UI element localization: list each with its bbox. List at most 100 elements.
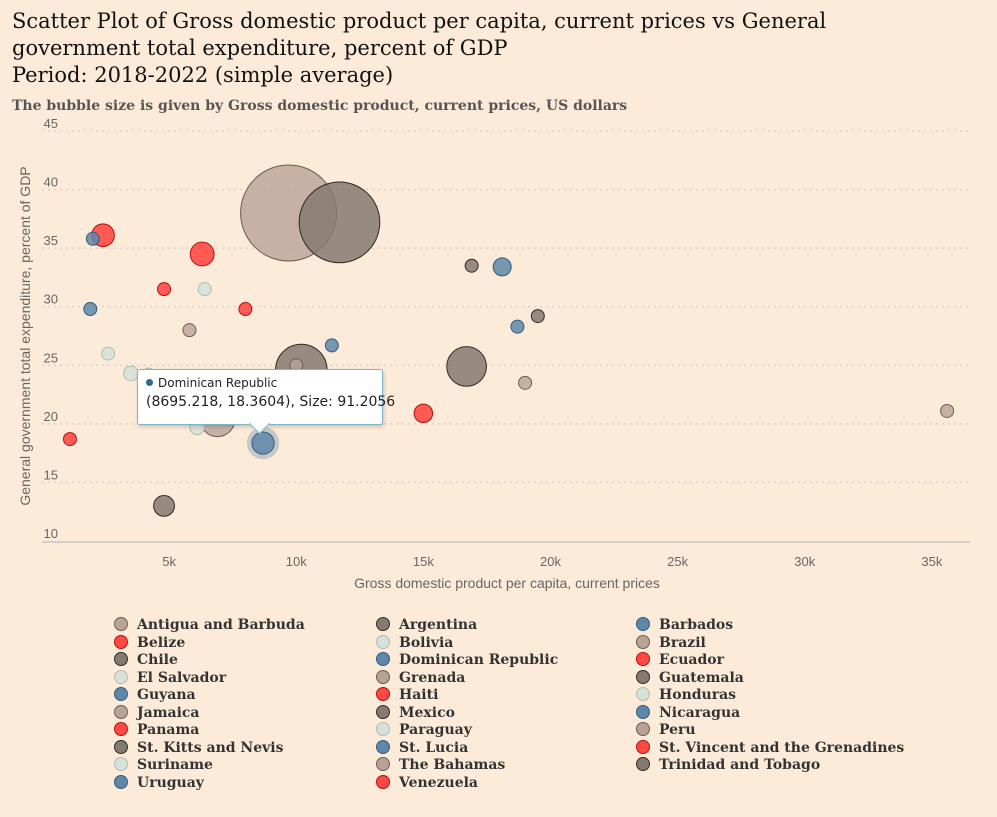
legend-item-paraguay[interactable]: Paraguay — [376, 722, 472, 740]
x-tick-20000: 20k — [540, 554, 561, 569]
legend-item-honduras[interactable]: Honduras — [636, 687, 736, 705]
legend-label: Panama — [137, 722, 200, 738]
legend-item-st-lucia[interactable]: St. Lucia — [376, 739, 469, 758]
legend-swatch — [376, 757, 390, 771]
legend-label: Argentina — [399, 617, 478, 633]
legend-item-haiti[interactable]: Haiti — [376, 687, 438, 705]
legend-label: Antigua and Barbuda — [137, 617, 305, 633]
bubble-jamaica[interactable] — [182, 323, 197, 338]
x-tick-labels: 5k 10k 15k 20k 25k 30k 35k — [162, 554, 943, 569]
legend-item-st-vincent-and-the-grenadines[interactable]: St. Vincent and the Grenadines — [636, 739, 905, 758]
bubble-panama[interactable] — [413, 403, 434, 424]
x-tick-30000: 30k — [794, 554, 815, 569]
legend-item-argentina[interactable]: Argentina — [376, 617, 477, 635]
bubble-guyana[interactable] — [83, 302, 98, 317]
x-tick-25000: 25k — [667, 554, 688, 569]
legend-item-suriname[interactable]: Suriname — [114, 757, 213, 775]
legend-item-nicaragua[interactable]: Nicaragua — [636, 704, 740, 723]
legend-swatch — [376, 722, 390, 736]
legend-item-panama[interactable]: Panama — [114, 722, 199, 740]
legend-item-jamaica[interactable]: Jamaica — [114, 704, 200, 723]
bubble-haiti[interactable] — [62, 432, 77, 447]
legend-label: Uruguay — [137, 774, 204, 791]
bubble-suriname[interactable] — [197, 282, 212, 297]
legend-item-chile[interactable]: Chile — [114, 652, 178, 670]
y-axis-label: General government total expenditure, pe… — [17, 166, 33, 505]
legend-swatch — [114, 669, 128, 684]
bubble-barbados[interactable] — [510, 319, 525, 334]
legend-label: Venezuela — [399, 774, 478, 791]
legend-label: Brazil — [659, 634, 706, 651]
legend-label: The Bahamas — [399, 757, 506, 773]
legend-label: Mexico — [399, 704, 455, 721]
legend-swatch — [376, 739, 390, 754]
legend-swatch — [114, 687, 128, 701]
legend-label: St. Lucia — [399, 739, 469, 756]
bubble-the-bahamas[interactable] — [940, 403, 955, 418]
legend-item-grenada[interactable]: Grenada — [376, 669, 465, 688]
chart-title-line-3: Period: 2018-2022 (simple average) — [12, 63, 394, 87]
legend-item-peru[interactable]: Peru — [636, 722, 696, 740]
legend-label: Guyana — [137, 687, 196, 703]
legend-item-el-salvador[interactable]: El Salvador — [114, 669, 226, 688]
bubble-uruguay[interactable] — [492, 257, 512, 277]
bubble-nicaragua[interactable] — [85, 231, 100, 246]
bubble-mexico[interactable] — [298, 181, 381, 264]
bubble-dominican-republic[interactable] — [251, 431, 275, 455]
legend-swatch — [636, 617, 650, 631]
bubble-st-lucia[interactable] — [324, 338, 339, 353]
legend-swatch — [114, 739, 128, 754]
bubble-ecuador[interactable] — [189, 241, 215, 267]
legend-item-barbados[interactable]: Barbados — [636, 617, 733, 635]
legend-item-belize[interactable]: Belize — [114, 634, 185, 653]
y-tick-labels: 10 15 20 25 30 35 40 45 — [44, 116, 58, 541]
legend-item-mexico[interactable]: Mexico — [376, 704, 455, 723]
legend-item-venezuela[interactable]: Venezuela — [376, 774, 478, 793]
legend-swatch — [114, 774, 128, 789]
legend-label: Barbados — [659, 617, 734, 633]
scatter-plot: 10 15 20 25 30 35 40 45 5k 10k 15k 20k 25k 30k 35k Gr… — [17, 116, 970, 591]
legend-label: Dominican Republic — [399, 652, 559, 668]
bubble-st-kitts-and-nevis[interactable] — [530, 309, 545, 324]
legend-swatch — [636, 704, 650, 719]
bubble-st-vincent-and-the-grenadines[interactable] — [238, 302, 253, 317]
legend-item-guatemala[interactable]: Guatemala — [636, 669, 744, 688]
legend-swatch — [376, 669, 390, 684]
legend-label: St. Vincent and the Grenadines — [659, 739, 905, 756]
legend-label: Peru — [659, 722, 696, 738]
legend-item-ecuador[interactable]: Ecuador — [636, 652, 724, 670]
tooltip: Dominican Republic (8695.218, 18.3604), … — [137, 369, 396, 425]
legend-swatch — [636, 739, 650, 754]
legend-item-trinidad-and-tobago[interactable]: Trinidad and Tobago — [636, 757, 820, 775]
legend-label: Bolivia — [399, 634, 454, 651]
bubble-belize[interactable] — [157, 282, 172, 297]
chart-subtitle: The bubble size is given by Gross domest… — [12, 98, 628, 114]
grid-lines — [42, 130, 970, 483]
legend-swatch — [376, 634, 390, 649]
bubble-honduras[interactable] — [101, 346, 116, 361]
legend-item-dominican-republic[interactable]: Dominican Republic — [376, 652, 558, 670]
tooltip-values: (8695.218, 18.3604), Size: 91.2056 — [146, 394, 396, 410]
legend-label: Suriname — [137, 757, 213, 773]
x-tick-5000: 5k — [162, 554, 176, 569]
legend-swatch — [114, 634, 128, 649]
bubble-trinidad-and-tobago[interactable] — [464, 258, 479, 273]
legend-item-the-bahamas[interactable]: The Bahamas — [376, 757, 505, 775]
y-tick-15: 15 — [44, 467, 58, 482]
tooltip-name: Dominican Republic — [158, 376, 278, 390]
legend-item-brazil[interactable]: Brazil — [636, 634, 706, 653]
bubble-guatemala[interactable] — [153, 494, 175, 517]
legend-item-antigua-and-barbuda[interactable]: Antigua and Barbuda — [114, 617, 305, 635]
legend-label: Guatemala — [659, 669, 744, 686]
legend-label: Jamaica — [137, 704, 200, 721]
legend-item-guyana[interactable]: Guyana — [114, 687, 196, 705]
legend-label: Chile — [137, 652, 178, 668]
legend-item-uruguay[interactable]: Uruguay — [114, 774, 204, 793]
y-tick-20: 20 — [44, 409, 58, 424]
legend-item-st-kitts-and-nevis[interactable]: St. Kitts and Nevis — [114, 739, 283, 758]
legend-swatch — [636, 687, 650, 701]
bubble-chile[interactable] — [446, 346, 487, 387]
legend-swatch — [636, 652, 650, 666]
legend-item-bolivia[interactable]: Bolivia — [376, 634, 454, 653]
bubble-antigua-and-barbuda[interactable] — [518, 375, 533, 390]
